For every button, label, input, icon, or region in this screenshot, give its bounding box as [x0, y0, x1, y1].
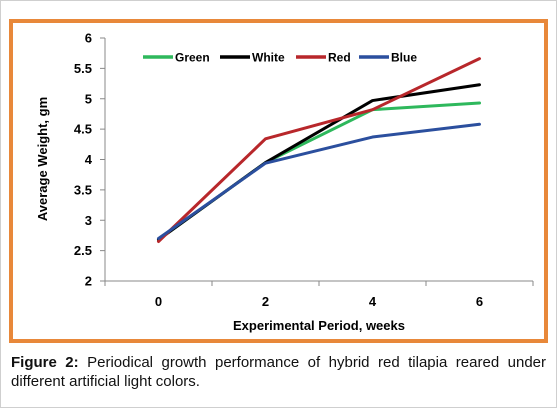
y-tick-label: 4 — [85, 152, 93, 167]
y-tick-label: 6 — [85, 31, 92, 46]
legend-label-blue: Blue — [391, 51, 417, 65]
y-ticks: 2 2.5 3 3.5 4 4.5 5 5.5 6 — [74, 31, 105, 289]
legend-label-red: Red — [328, 51, 351, 65]
legend: Green White Red Blue — [143, 51, 417, 65]
series-line-white — [157, 83, 481, 242]
y-tick-label: 3 — [85, 213, 92, 228]
axes — [104, 38, 533, 282]
legend-label-green: Green — [175, 51, 210, 65]
y-tick-label: 4.5 — [74, 122, 92, 137]
caption-label: Figure 2: — [11, 354, 79, 371]
y-tick-label: 5 — [85, 91, 92, 106]
x-axis-title: Experimental Period, weeks — [233, 318, 405, 333]
x-tick-label: 2 — [262, 294, 269, 309]
y-tick-label: 2 — [85, 274, 92, 289]
y-tick-label: 5.5 — [74, 61, 92, 76]
series-line-red — [157, 57, 481, 244]
x-tick-label: 4 — [369, 294, 377, 309]
x-ticks: 0 2 4 6 — [104, 281, 534, 309]
y-tick-label: 2.5 — [74, 243, 92, 258]
x-tick-label: 6 — [476, 294, 483, 309]
y-tick-label: 3.5 — [74, 182, 92, 197]
legend-label-white: White — [252, 51, 285, 65]
caption-text: Periodical growth performance of hybrid … — [11, 354, 547, 390]
y-axis-title: Average Weight, gm — [35, 97, 50, 221]
chart-border — [9, 19, 548, 343]
x-tick-label: 0 — [155, 294, 162, 309]
figure-caption: Figure 2: Periodical growth performance … — [11, 353, 546, 391]
series-line-blue — [157, 122, 481, 240]
series-lines — [157, 57, 481, 244]
